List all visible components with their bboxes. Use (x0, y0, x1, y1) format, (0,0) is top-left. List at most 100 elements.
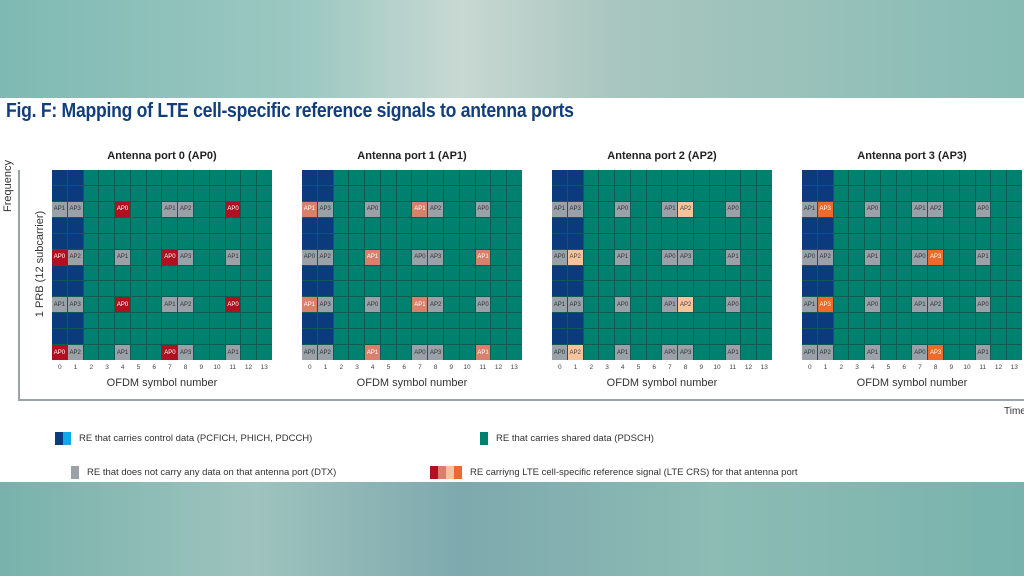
shared-cell (333, 313, 349, 329)
shared-cell (709, 170, 725, 185)
shared-cell (241, 249, 257, 265)
shared-cell (615, 185, 630, 201)
shared-cell (225, 265, 241, 281)
shared-cell (583, 313, 599, 329)
dtx-cell: AP1 (802, 297, 817, 313)
crs-cell: AP1 (365, 249, 380, 265)
tick-label: 10 (963, 364, 971, 371)
shared-cell (741, 170, 757, 185)
shared-cell (725, 185, 741, 201)
shared-cell (83, 329, 99, 345)
shared-cell (507, 249, 522, 265)
shared-cell (491, 233, 507, 249)
shared-cell (130, 313, 146, 329)
shared-cell (130, 217, 146, 233)
x-axis-label: OFDM symbol number (606, 377, 718, 389)
shared-cell (225, 233, 241, 249)
shared-cell (459, 297, 475, 313)
shared-swatch (480, 432, 488, 445)
shared-cell (349, 313, 365, 329)
dtx-cell: AP2 (317, 345, 333, 360)
shared-cell (694, 185, 709, 201)
shared-cell (349, 345, 365, 360)
legend-shared: RE that carries shared data (PDSCH) (480, 432, 654, 445)
shared-cell (146, 265, 162, 281)
tick-label: 5 (636, 364, 641, 371)
shared-cell (709, 297, 725, 313)
shared-cell (475, 329, 491, 345)
crs-cell: AP1 (302, 201, 317, 217)
shared-cell (725, 217, 741, 233)
shared-cell (475, 217, 491, 233)
shared-cell (896, 249, 912, 265)
shared-cell (178, 217, 194, 233)
shared-cell (646, 297, 662, 313)
shared-cell (678, 313, 694, 329)
tick-label: 13 (760, 364, 768, 371)
shared-cell (694, 329, 709, 345)
shared-cell (928, 170, 944, 185)
shared-cell (959, 281, 975, 297)
shared-cell (1007, 281, 1022, 297)
shared-cell (428, 233, 444, 249)
shared-cell (741, 265, 757, 281)
shared-cell (241, 281, 257, 297)
dtx-cell: AP0 (552, 345, 567, 360)
shared-cell (991, 249, 1007, 265)
shared-cell (959, 170, 975, 185)
shared-cell (194, 233, 209, 249)
shared-cell (333, 329, 349, 345)
shared-cell (146, 249, 162, 265)
shared-cell (991, 281, 1007, 297)
shared-cell (694, 297, 709, 313)
shared-cell (583, 265, 599, 281)
shared-cell (349, 281, 365, 297)
dtx-cell: AP1 (615, 345, 630, 360)
shared-cell (491, 297, 507, 313)
shared-cell (896, 170, 912, 185)
shared-cell (475, 265, 491, 281)
shared-cell (83, 249, 99, 265)
tick-label: 8 (683, 364, 688, 371)
shared-cell (959, 201, 975, 217)
shared-cell (178, 170, 194, 185)
dtx-cell: AP3 (567, 201, 583, 217)
crs-cell: AP0 (162, 249, 178, 265)
shared-cell (491, 249, 507, 265)
shared-cell (365, 233, 380, 249)
shared-cell (178, 185, 194, 201)
shared-cell (912, 313, 928, 329)
shared-cell (130, 297, 146, 313)
shared-cell (599, 233, 615, 249)
control-cell (567, 329, 583, 345)
shared-cell (257, 281, 272, 297)
shared-cell (130, 170, 146, 185)
shared-cell (709, 201, 725, 217)
control-cell (802, 185, 817, 201)
shared-cell (1007, 345, 1022, 360)
shared-cell (757, 249, 772, 265)
shared-cell (757, 201, 772, 217)
shared-cell (741, 313, 757, 329)
shared-cell (646, 170, 662, 185)
shared-cell (459, 201, 475, 217)
shared-cell (115, 217, 130, 233)
shared-cell (241, 345, 257, 360)
shared-cell (928, 313, 944, 329)
shared-cell (444, 170, 459, 185)
control-cell (67, 185, 83, 201)
shared-cell (99, 201, 115, 217)
shared-cell (849, 201, 865, 217)
dtx-cell: AP0 (725, 201, 741, 217)
shared-cell (599, 281, 615, 297)
shared-cell (599, 217, 615, 233)
shared-cell (194, 313, 209, 329)
shared-cell (396, 185, 412, 201)
dtx-cell: AP1 (615, 249, 630, 265)
control-cell (302, 217, 317, 233)
dtx-cell: AP3 (317, 297, 333, 313)
shared-cell (583, 249, 599, 265)
shared-cell (630, 265, 646, 281)
shared-cell (459, 313, 475, 329)
prb-axis-label: 1 PRB (12 subcarrier) (34, 210, 46, 318)
